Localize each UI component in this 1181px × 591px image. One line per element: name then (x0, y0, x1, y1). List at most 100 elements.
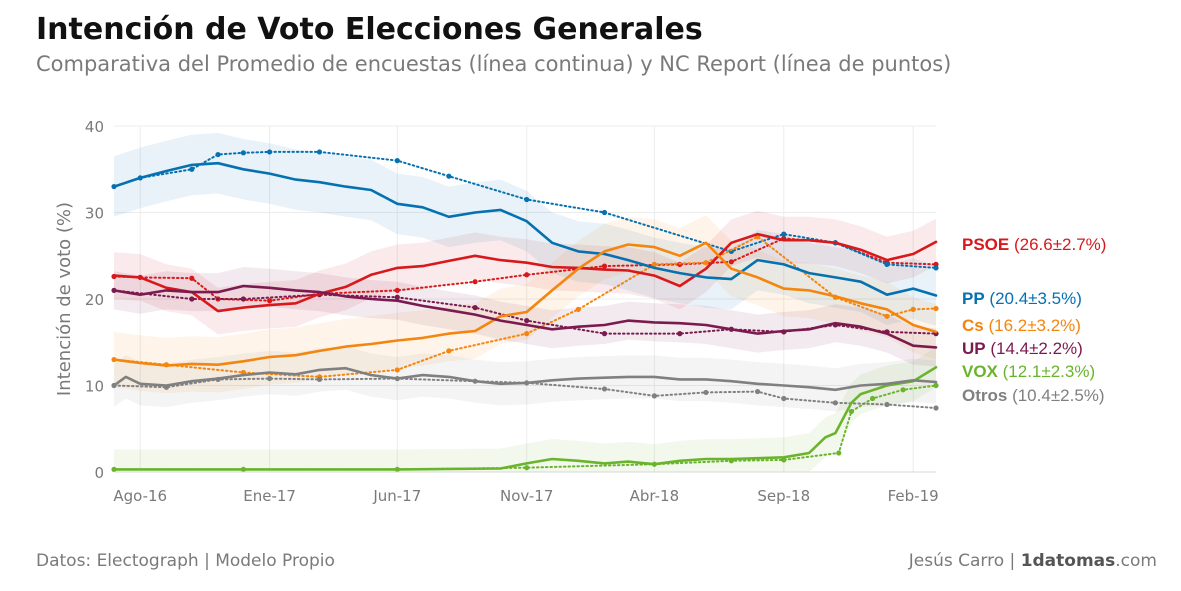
y-tick-label: 40 (85, 118, 104, 136)
nc-report-point-otros (754, 388, 761, 395)
average-line-pp (112, 161, 938, 297)
nc-report-point-cs (884, 313, 890, 319)
x-tick-label: Ene-17 (243, 487, 296, 505)
legend-series-name: Cs (962, 316, 984, 335)
nc-report-point-otros (832, 400, 838, 406)
nc-report-point-pp (781, 231, 787, 237)
legend-series-name: PSOE (962, 235, 1009, 254)
x-tick-label: Ago-16 (113, 487, 167, 505)
nc-report-point-up (394, 294, 400, 300)
nc-report-point-psoe (524, 272, 530, 278)
series-lines (111, 149, 939, 473)
legend-item-vox: VOX (12.1±2.3%) (962, 362, 1095, 381)
nc-report-point-vox (900, 387, 906, 393)
legend-series-value: (16.2±3.2%) (984, 316, 1081, 335)
nc-report-point-up (677, 331, 683, 337)
average-line-psoe (112, 232, 938, 313)
nc-report-line-pp (113, 150, 937, 269)
nc-report-point-cs (524, 331, 530, 337)
nc-report-point-cs (575, 306, 581, 312)
nc-report-point-otros (781, 395, 787, 402)
nc-report-point-up (189, 296, 195, 302)
author-name: Jesús Carro | (908, 551, 1021, 571)
credit-note: Jesús Carro | 1datomas.com (909, 551, 1157, 571)
nc-report-point-otros (267, 375, 273, 382)
legend-series-value: (10.4±2.5%) (1007, 386, 1104, 405)
nc-report-point-otros (651, 393, 657, 399)
nc-report-point-up (472, 305, 478, 311)
legend-series-name: Otros (962, 386, 1007, 405)
brand-name: 1datomas (1020, 551, 1116, 571)
nc-report-point-pp (240, 150, 246, 156)
average-line-cs (112, 241, 938, 367)
legend-series-value: (20.4±3.5%) (985, 289, 1082, 308)
nc-report-point-up (601, 331, 608, 337)
y-axis-title: Intención de voto (%) (54, 202, 75, 396)
nc-report-point-pp (884, 261, 890, 267)
nc-report-point-up (524, 318, 530, 324)
chart-subtitle: Comparativa del Promedio de encuestas (l… (36, 52, 952, 76)
nc-report-point-cs (651, 261, 657, 267)
nc-report-point-psoe (601, 263, 608, 269)
nc-report-point-pp (933, 265, 939, 271)
nc-report-point-otros (316, 376, 323, 383)
legend: PSOE (26.6±2.7%)PP (20.4±3.5%)Cs (16.2±3… (962, 235, 1106, 405)
average-line-otros (112, 366, 938, 392)
x-tick-label: Feb-19 (888, 487, 939, 505)
legend-item-pp: PP (20.4±3.5%) (962, 289, 1082, 308)
nc-report-point-pp (189, 166, 195, 172)
nc-report-point-vox (836, 450, 842, 456)
nc-report-point-pp (316, 149, 323, 155)
x-tick-label: Nov-17 (500, 487, 553, 505)
nc-report-point-psoe (728, 259, 734, 265)
y-tick-label: 0 (94, 464, 104, 482)
band-psoe (114, 210, 936, 335)
legend-item-psoe: PSOE (26.6±2.7%) (962, 235, 1106, 254)
nc-report-point-vox (869, 395, 876, 402)
legend-series-name: VOX (962, 362, 999, 381)
legend-series-value: (12.1±2.3%) (998, 362, 1095, 381)
nc-report-point-cs (910, 306, 916, 312)
nc-report-point-vox (848, 408, 855, 415)
legend-item-otros: Otros (10.4±2.5%) (962, 386, 1105, 405)
nc-report-point-pp (446, 173, 452, 179)
y-tick-label: 10 (85, 378, 104, 396)
x-tick-label: Jun-17 (372, 487, 421, 505)
nc-report-point-psoe (189, 275, 195, 281)
nc-report-line-otros (113, 377, 937, 409)
legend-series-name: PP (962, 289, 985, 308)
average-line-up (112, 284, 938, 349)
nc-report-point-otros (933, 405, 939, 411)
nc-report-point-psoe (394, 287, 400, 293)
nc-report-point-pp (394, 158, 400, 164)
legend-series-name: UP (962, 339, 986, 358)
band-otros (114, 346, 936, 412)
nc-report-point-pp (267, 149, 273, 155)
nc-report-point-cs (446, 348, 452, 354)
nc-report-point-vox (933, 382, 939, 389)
nc-report-point-otros (601, 386, 608, 392)
nc-report-point-cs (703, 260, 709, 266)
line-chart: 0 10 20 30 40 Ago-16 Ene-17 Jun-17 Nov-17 Abr-18 S… (54, 118, 1106, 505)
x-tick-label: Sep-18 (757, 487, 810, 505)
nc-report-point-psoe (472, 279, 478, 285)
confidence-bands (114, 132, 936, 472)
x-tick-label: Abr-18 (630, 487, 680, 505)
nc-report-point-psoe (267, 298, 273, 304)
source-note: Datos: Electograph | Modelo Propio (36, 551, 335, 571)
legend-series-value: (14.4±2.2%) (986, 339, 1083, 358)
nc-report-point-cs (394, 367, 400, 373)
brand-suffix: .com (1115, 551, 1157, 571)
nc-report-point-up (240, 296, 246, 302)
nc-report-point-pp (524, 196, 530, 203)
band-vox (114, 347, 936, 472)
nc-report-point-otros (703, 389, 709, 396)
y-tick-label: 30 (85, 205, 104, 223)
nc-report-point-pp (215, 151, 221, 158)
nc-report-point-cs (933, 305, 939, 312)
legend-item-cs: Cs (16.2±3.2%) (962, 316, 1081, 335)
legend-series-value: (26.6±2.7%) (1009, 235, 1106, 254)
nc-report-point-pp (601, 209, 608, 216)
nc-report-point-vox (524, 465, 530, 471)
nc-report-point-otros (884, 401, 890, 408)
